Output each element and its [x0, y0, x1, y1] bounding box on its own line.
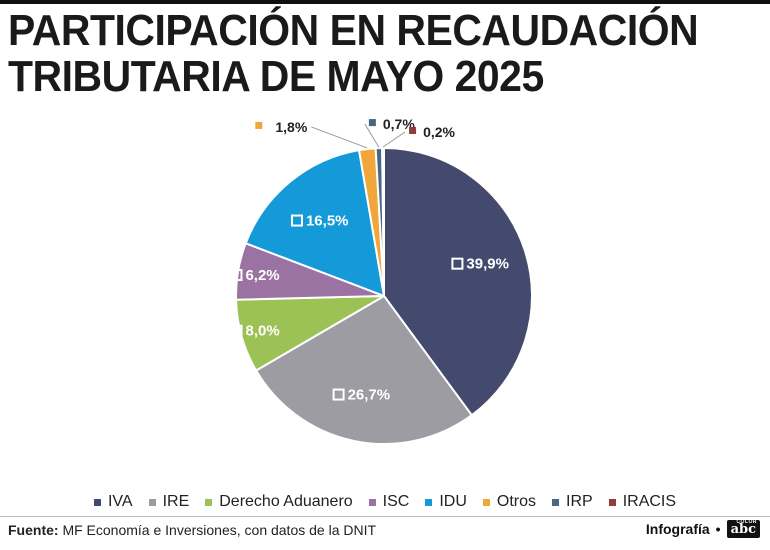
title-line-1: PARTICIPACIÓN EN RECAUDACIÓN	[8, 6, 699, 55]
data-label-irp: 0,7%	[368, 116, 415, 132]
legend-label: IDU	[439, 493, 467, 510]
source-text: MF Economía e Inversiones, con datos de …	[58, 522, 377, 538]
legend-item-iva: IVA	[93, 493, 133, 511]
legend-swatch-icon	[148, 498, 156, 506]
title-line-2: TRIBUTARIA DE MAYO 2025	[8, 52, 544, 101]
data-label-idu: 16,5%	[290, 213, 349, 230]
leader-line-iracis	[382, 131, 406, 148]
data-label-otros: 1,8%	[255, 119, 308, 135]
logo-text: abc	[730, 521, 756, 537]
legend-label: IRACIS	[622, 493, 677, 510]
legend-label: IRE	[162, 493, 190, 510]
label-swatch-icon	[409, 127, 417, 135]
legend-label: Otros	[496, 493, 537, 510]
data-label-text: 16,5%	[306, 213, 349, 230]
pie-slice-iva	[383, 146, 533, 417]
abc-logo: COLOR abc	[726, 519, 760, 538]
legend-swatch-icon	[482, 498, 490, 506]
data-label-text: 0,2%	[423, 124, 455, 140]
legend-swatch-icon	[205, 498, 213, 506]
data-label-text: 0,7%	[383, 116, 415, 132]
legend: IVA IRE Derecho Aduanero ISC IDU Otros IRP IRAC…	[0, 491, 770, 513]
legend-swatch-icon	[93, 498, 101, 506]
pie-chart: 39,9% 26,7% 8,0% 6,2% 16,5% 1,8% 0,7% 0,2%	[230, 116, 533, 445]
label-swatch-icon	[255, 121, 263, 129]
logo-small-text: COLOR	[736, 519, 757, 525]
data-label-iva: 39,9%	[451, 256, 509, 273]
data-label-derecho-aduanero: 8,0%	[230, 323, 280, 340]
legend-item-idu: IDU	[425, 493, 467, 511]
pie-slice-iracis	[381, 146, 385, 297]
legend-swatch-icon	[608, 498, 616, 506]
leader-line-otros	[311, 126, 368, 149]
label-marker-icon	[230, 269, 243, 282]
legend-item-ire: IRE	[148, 493, 190, 511]
pie-slice-idu	[244, 148, 386, 298]
legend-swatch-icon	[425, 498, 433, 506]
legend-label: ISC	[382, 493, 410, 510]
data-label-ire: 26,7%	[332, 387, 391, 404]
data-label-isc: 6,2%	[230, 267, 280, 284]
source-note: Fuente: MF Economía e Inversiones, con d…	[8, 522, 376, 538]
label-swatch-icon	[368, 119, 376, 127]
legend-swatch-icon	[368, 498, 376, 506]
source-label: Fuente:	[8, 522, 59, 538]
data-label-iracis: 0,2%	[409, 124, 456, 140]
credit-label: Infografía	[645, 521, 710, 537]
legend-swatch-icon	[552, 498, 560, 506]
legend-label: IRP	[566, 493, 593, 510]
data-label-text: 6,2%	[245, 267, 279, 284]
top-rule	[0, 0, 770, 4]
data-label-text: 26,7%	[348, 387, 391, 404]
leader-line-irp	[364, 123, 380, 148]
label-marker-icon	[332, 388, 345, 401]
credit: Infografía • COLOR abc	[645, 519, 760, 538]
label-marker-icon	[230, 324, 243, 337]
credit-dot: •	[715, 521, 721, 537]
legend-label: Derecho Aduanero	[219, 493, 353, 510]
legend-item-irp: IRP	[552, 493, 593, 511]
legend-item-iracis: IRACIS	[608, 493, 677, 511]
data-label-text: 8,0%	[246, 323, 280, 340]
footer-divider	[0, 516, 770, 517]
legend-item-isc: ISC	[368, 493, 410, 511]
label-marker-icon	[451, 257, 464, 270]
legend-item-otros: Otros	[482, 493, 537, 511]
label-marker-icon	[290, 214, 303, 227]
legend-item-derecho-aduanero: Derecho Aduanero	[205, 493, 353, 511]
chart-title: PARTICIPACIÓN EN RECAUDACIÓN TRIBUTARIA …	[8, 8, 715, 100]
legend-label: IVA	[107, 493, 133, 510]
data-label-text: 1,8%	[275, 119, 307, 135]
pie-slice-ire	[254, 294, 474, 445]
data-label-text: 39,9%	[466, 256, 509, 273]
